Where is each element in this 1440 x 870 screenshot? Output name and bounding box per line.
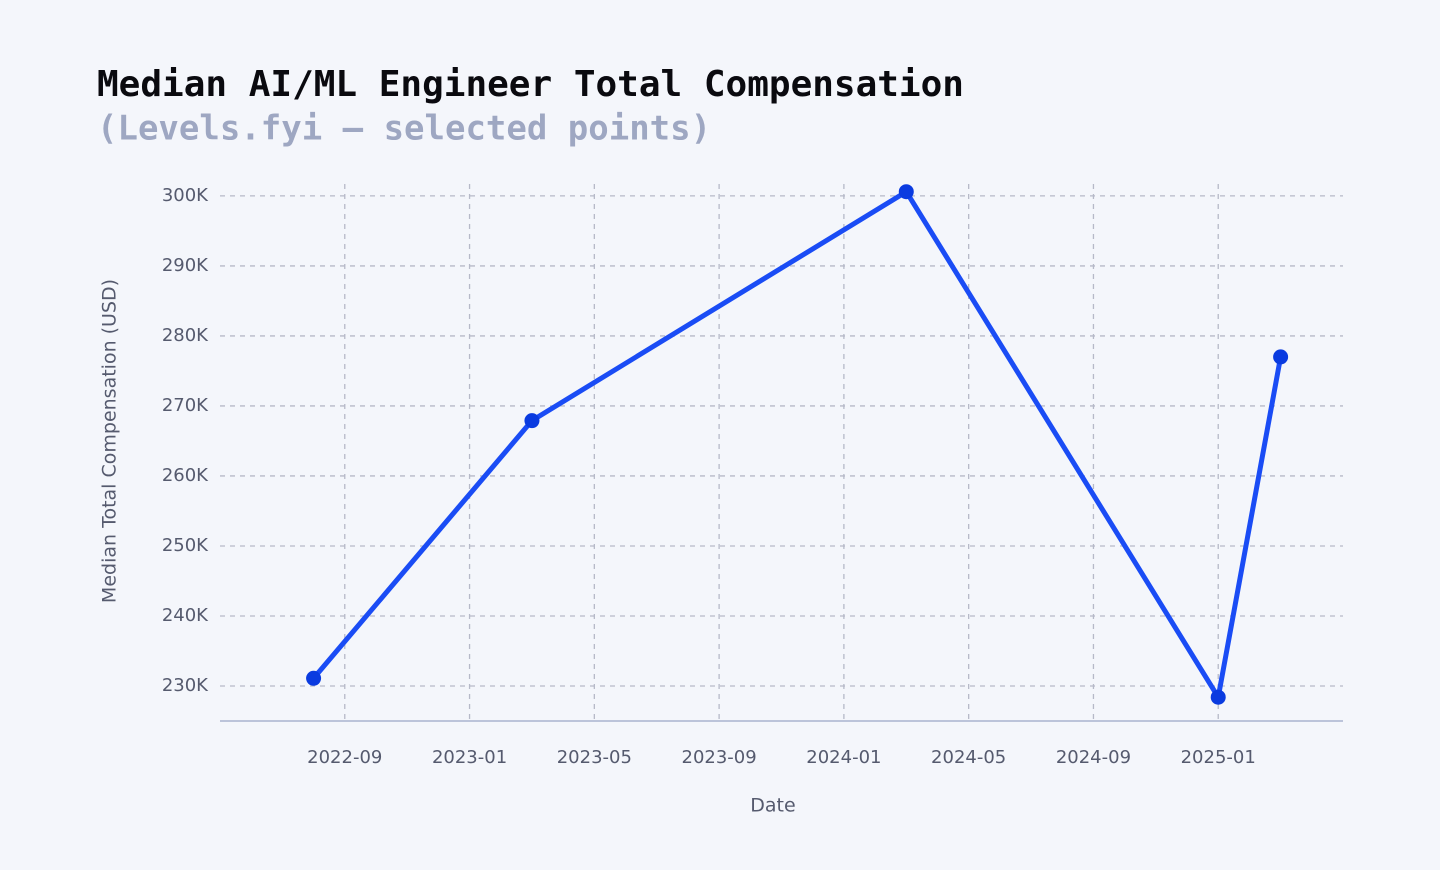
y-tick-label: 270K — [162, 395, 209, 416]
x-tick-label: 2024-01 — [806, 747, 881, 768]
x-tick-label: 2022-09 — [307, 747, 382, 768]
chart-title: Median AI/ML Engineer Total Compensation — [97, 64, 964, 105]
x-tick-label: 2025-01 — [1181, 747, 1256, 768]
y-tick-label: 280K — [162, 325, 209, 346]
x-axis-label: Date — [750, 795, 795, 817]
y-tick-label: 300K — [162, 185, 209, 206]
data-point — [898, 184, 914, 200]
y-tick-label: 260K — [162, 465, 209, 486]
data-point — [1210, 689, 1226, 705]
y-tick-label: 230K — [162, 675, 209, 696]
x-tick-label: 2024-09 — [1056, 747, 1131, 768]
data-point — [524, 413, 540, 429]
y-axis-label: Median Total Compensation (USD) — [99, 279, 121, 603]
y-tick-label: 290K — [162, 255, 209, 276]
x-tick-label: 2024-05 — [931, 747, 1006, 768]
x-tick-label: 2023-09 — [682, 747, 757, 768]
data-point — [1273, 349, 1289, 365]
y-tick-label: 250K — [162, 535, 209, 556]
x-tick-label: 2023-01 — [432, 747, 507, 768]
series-line — [311, 189, 1284, 700]
data-point — [306, 670, 322, 686]
chart-subtitle: (Levels.fyi — selected points) — [97, 109, 711, 149]
x-tick-label: 2023-05 — [557, 747, 632, 768]
y-tick-label: 240K — [162, 605, 209, 626]
